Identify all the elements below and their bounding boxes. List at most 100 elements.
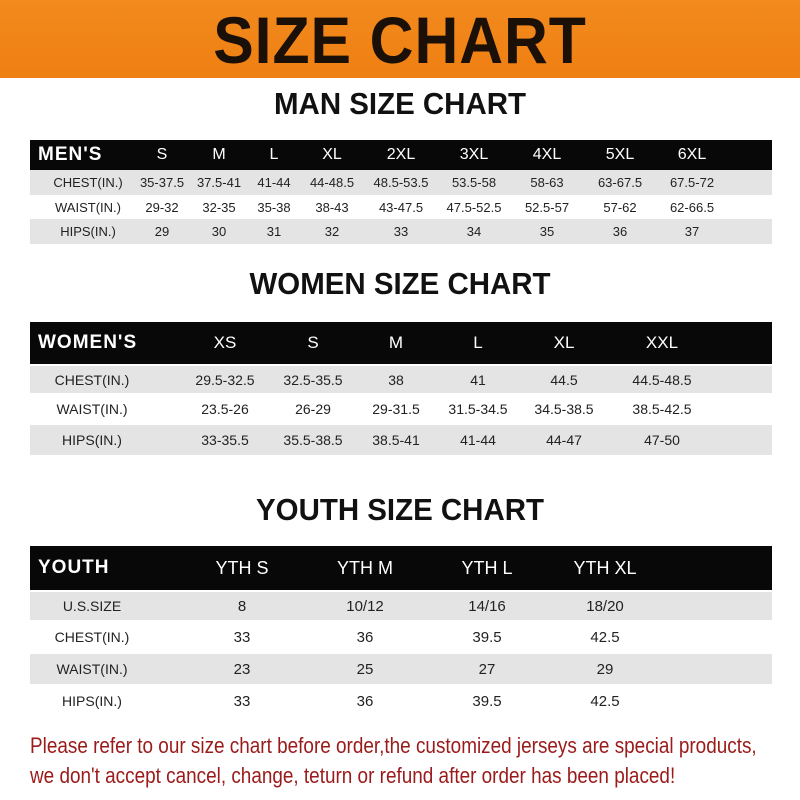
table-header-row: YOUTH YTH S YTH M YTH L YTH XL [30, 546, 772, 590]
row-label: WAIST(IN.) [56, 661, 128, 677]
table-cell: 8 [237, 597, 247, 615]
table-cell: 26-29 [295, 401, 331, 417]
table-cell: 32-35 [202, 199, 236, 215]
size-header: L [269, 146, 279, 163]
size-header: XL [553, 333, 575, 352]
table-cell: 67.5-72 [669, 175, 715, 190]
table-cell: 57-62 [603, 199, 637, 215]
table-row: CHEST(IN.) 29.5-32.5 32.5-35.5 38 41 44.5 44.5… [30, 366, 772, 393]
table-cell: 10/12 [346, 597, 384, 615]
table-cell: 47-50 [644, 432, 680, 448]
size-header: 6XL [677, 146, 707, 163]
size-header: 3XL [459, 146, 489, 163]
table-title-cell: YOUTH [38, 557, 110, 578]
table-cell: 41-44 [257, 175, 291, 190]
size-chart-banner: SIZE CHART [0, 0, 800, 78]
table-row: CHEST(IN.) 33 36 39.5 42.5 [30, 622, 772, 652]
table-header-row: WOMEN'S XS S M L XL XXL [30, 322, 772, 364]
table-cell: 37 [684, 224, 700, 239]
men-title: MAN SIZE CHART [274, 86, 526, 121]
row-label: WAIST(IN.) [55, 199, 121, 215]
table-cell: 25 [356, 660, 374, 678]
table-cell: 42.5 [590, 628, 620, 646]
table-cell: 29.5-32.5 [195, 371, 255, 388]
size-header: YTH M [337, 557, 393, 578]
table-cell: 37.5-41 [196, 175, 242, 190]
table-cell: 30 [211, 224, 227, 239]
row-label: HIPS(IN.) [62, 693, 122, 709]
table-row: HIPS(IN.) 33-35.5 35.5-38.5 38.5-41 41-44 44-… [30, 425, 772, 455]
size-header: XS [213, 333, 237, 352]
table-cell: 33 [233, 692, 251, 710]
size-header: L [473, 333, 483, 352]
size-header: YTH XL [573, 557, 637, 578]
table-cell: 35-37.5 [139, 175, 185, 190]
table-cell: 14/16 [468, 597, 506, 615]
row-label: HIPS(IN.) [60, 224, 116, 239]
table-cell: 41 [470, 371, 486, 388]
table-cell: 36 [356, 628, 374, 646]
table-cell: 38.5-42.5 [632, 401, 692, 417]
size-header: YTH S [215, 557, 269, 578]
table-cell: 35.5-38.5 [283, 432, 343, 448]
table-row: CHEST(IN.) 35-37.5 37.5-41 41-44 44-48.5 48.5… [30, 170, 772, 195]
table-cell: 32 [324, 224, 340, 239]
size-header: XXL [645, 333, 679, 352]
banner-title: SIZE CHART [213, 3, 587, 77]
size-header: 4XL [532, 146, 562, 163]
table-cell: 38 [388, 371, 404, 388]
table-cell: 43-47.5 [378, 199, 424, 215]
table-cell: 53.5-58 [451, 175, 497, 190]
table-cell: 44.5 [550, 371, 578, 388]
table-cell: 33 [393, 224, 409, 239]
table-cell: 31.5-34.5 [448, 401, 508, 417]
size-header: S [307, 333, 319, 352]
table-row: WAIST(IN.) 23.5-26 26-29 29-31.5 31.5-34.5 34… [30, 395, 772, 423]
size-header: M [388, 333, 404, 352]
table-cell: 34.5-38.5 [534, 401, 594, 417]
table-cell: 36 [356, 692, 374, 710]
table-cell: 23 [233, 660, 251, 678]
table-cell: 33 [233, 628, 251, 646]
table-cell: 27 [478, 660, 496, 678]
table-cell: 35-38 [257, 199, 291, 215]
table-cell: 31 [266, 224, 282, 239]
row-label: CHEST(IN.) [54, 371, 130, 388]
table-cell: 18/20 [586, 597, 624, 615]
table-cell: 29-31.5 [372, 401, 420, 417]
notice-line-2: we don't accept cancel, change, teturn o… [30, 763, 676, 788]
table-cell: 29-32 [145, 199, 179, 215]
table-row: WAIST(IN.) 23 25 27 29 [30, 654, 772, 684]
table-cell: 34 [466, 224, 482, 239]
size-header: 5XL [605, 146, 635, 163]
table-cell: 29 [154, 224, 170, 239]
table-cell: 38-43 [315, 199, 349, 215]
table-row: WAIST(IN.) 29-32 32-35 35-38 38-43 43-47.5 47.… [30, 195, 772, 219]
table-cell: 36 [612, 224, 628, 239]
row-label: HIPS(IN.) [62, 432, 122, 448]
size-header: M [212, 146, 226, 163]
table-cell: 35 [539, 224, 555, 239]
table-row: HIPS(IN.) 33 36 39.5 42.5 [30, 686, 772, 716]
notice-line-1: Please refer to our size chart before or… [30, 733, 757, 758]
row-label: CHEST(IN.) [54, 629, 130, 645]
size-header: S [156, 146, 168, 163]
table-cell: 47.5-52.5 [446, 199, 502, 215]
table-row: U.S.SIZE 8 10/12 14/16 18/20 [30, 592, 772, 620]
table-cell: 58-63 [530, 175, 564, 190]
youth-title: YOUTH SIZE CHART [256, 492, 544, 527]
table-header-row: MEN'S S M L XL 2XL 3XL 4XL 5XL 6XL [30, 140, 772, 170]
table-cell: 63-67.5 [597, 175, 643, 190]
table-title-cell: MEN'S [38, 144, 103, 165]
table-cell: 39.5 [472, 692, 502, 710]
row-label: WAIST(IN.) [56, 401, 128, 417]
table-cell: 52.5-57 [524, 199, 570, 215]
table-cell: 44.5-48.5 [632, 371, 692, 388]
size-header: 2XL [386, 146, 416, 163]
table-cell: 38.5-41 [372, 432, 420, 448]
women-title: WOMEN SIZE CHART [249, 266, 551, 301]
row-label: CHEST(IN.) [53, 175, 123, 190]
table-cell: 29 [596, 660, 614, 678]
table-cell: 41-44 [460, 432, 496, 448]
table-cell: 42.5 [590, 692, 620, 710]
